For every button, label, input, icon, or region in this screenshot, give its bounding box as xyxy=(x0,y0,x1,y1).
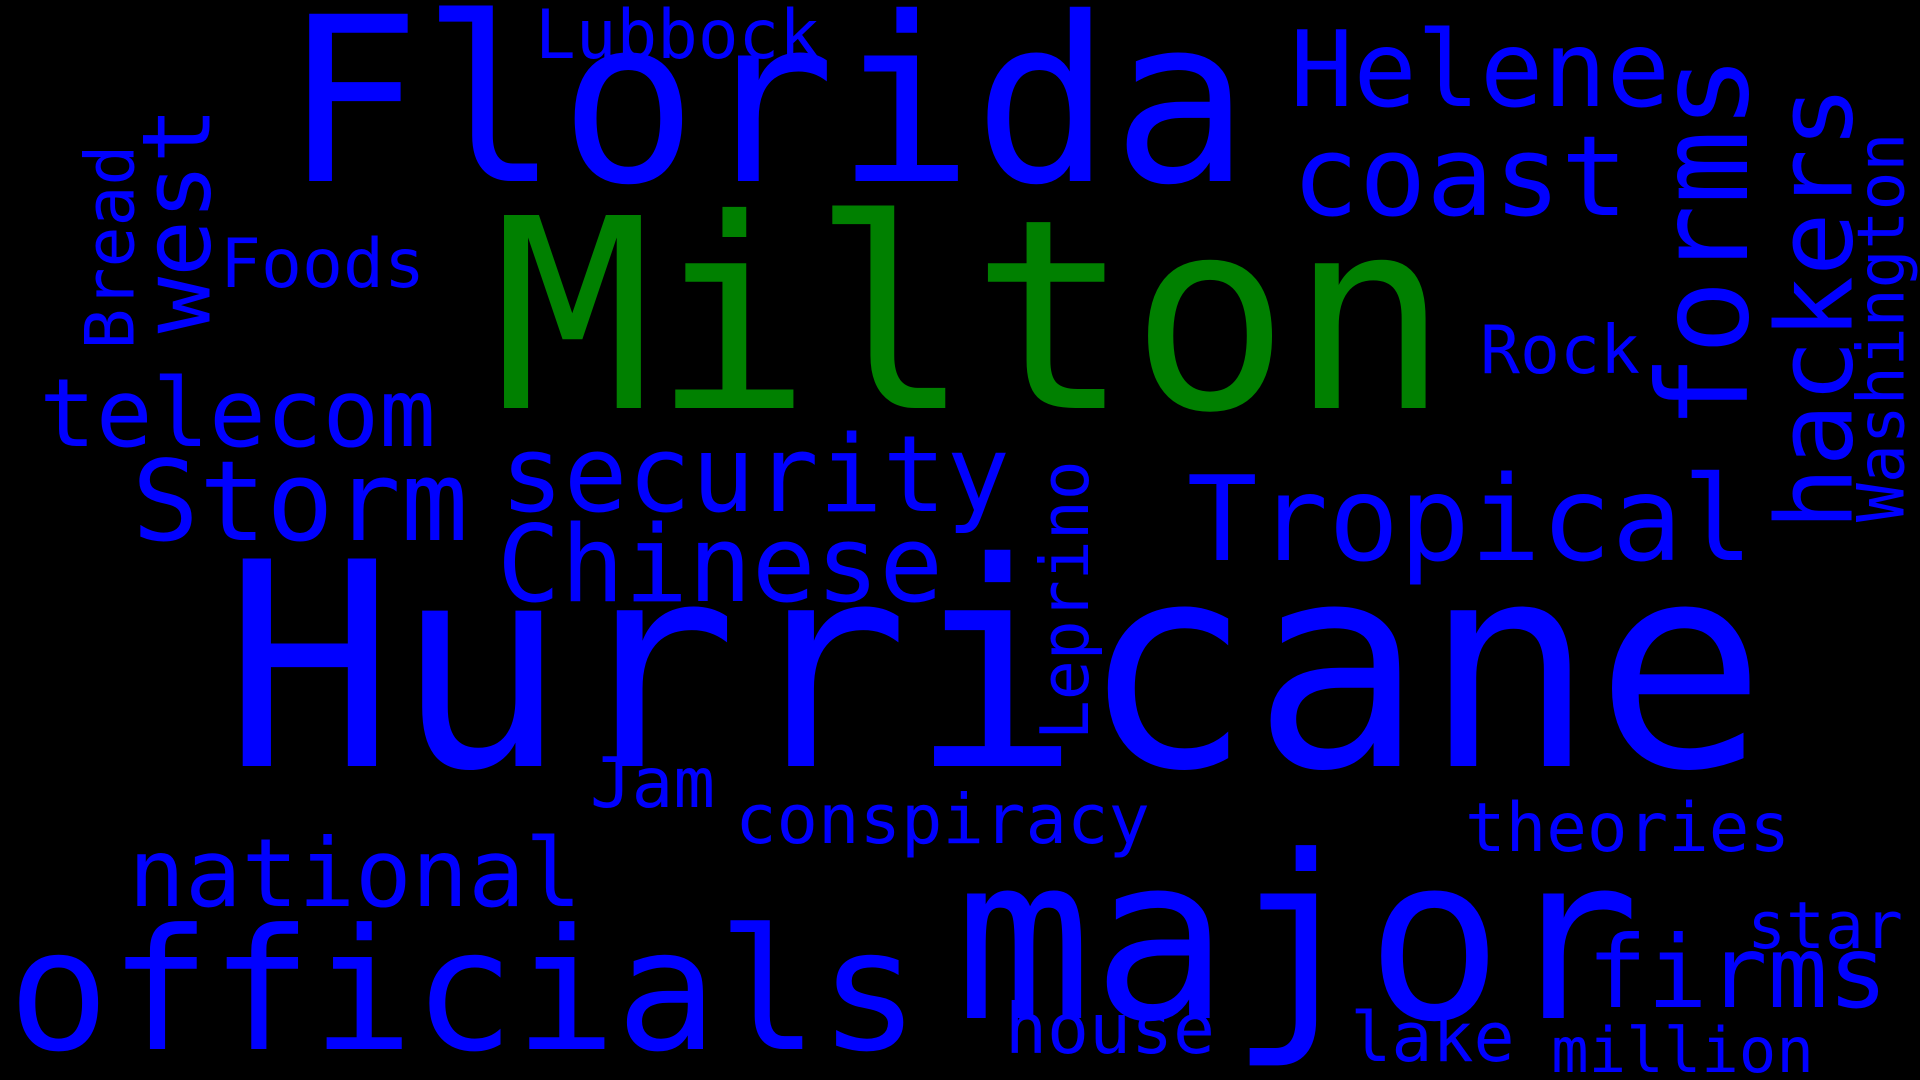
word-house: house xyxy=(1005,989,1215,1071)
word-bread: Bread xyxy=(70,145,150,350)
word-coast: coast xyxy=(1291,111,1629,242)
word-firms: firms xyxy=(1586,913,1889,1031)
word-conspiracy: conspiracy xyxy=(735,779,1150,860)
word-rock: Rock xyxy=(1480,310,1640,389)
word-foods: Foods xyxy=(220,224,425,304)
word-tropical: Tropical xyxy=(1186,451,1754,589)
word-major: major xyxy=(955,807,1640,1073)
word-lake: lake xyxy=(1350,998,1515,1078)
word-lubbock: Lubbock xyxy=(535,0,820,75)
word-florida: Florida xyxy=(283,0,1250,236)
word-milton: Milton xyxy=(492,163,1450,472)
word-hurricane: Hurricane xyxy=(223,502,1767,834)
word-helene: Helene xyxy=(1290,8,1670,132)
word-storm: Storm xyxy=(131,436,469,567)
word-officials: officials xyxy=(8,893,920,1080)
word-telecom: telecom xyxy=(39,359,436,469)
word-chinese: Chinese xyxy=(496,503,944,627)
word-jam: Jam xyxy=(590,744,715,825)
word-million: million xyxy=(1551,1014,1814,1080)
word-washington: Washington xyxy=(1844,132,1920,523)
word-national: national xyxy=(128,819,582,929)
word-forms: forms xyxy=(1631,55,1777,430)
word-star: star xyxy=(1747,889,1903,965)
word-theories: theories xyxy=(1465,787,1790,867)
word-leprino: Leprino xyxy=(1025,460,1104,740)
word-security: security xyxy=(500,413,1010,537)
